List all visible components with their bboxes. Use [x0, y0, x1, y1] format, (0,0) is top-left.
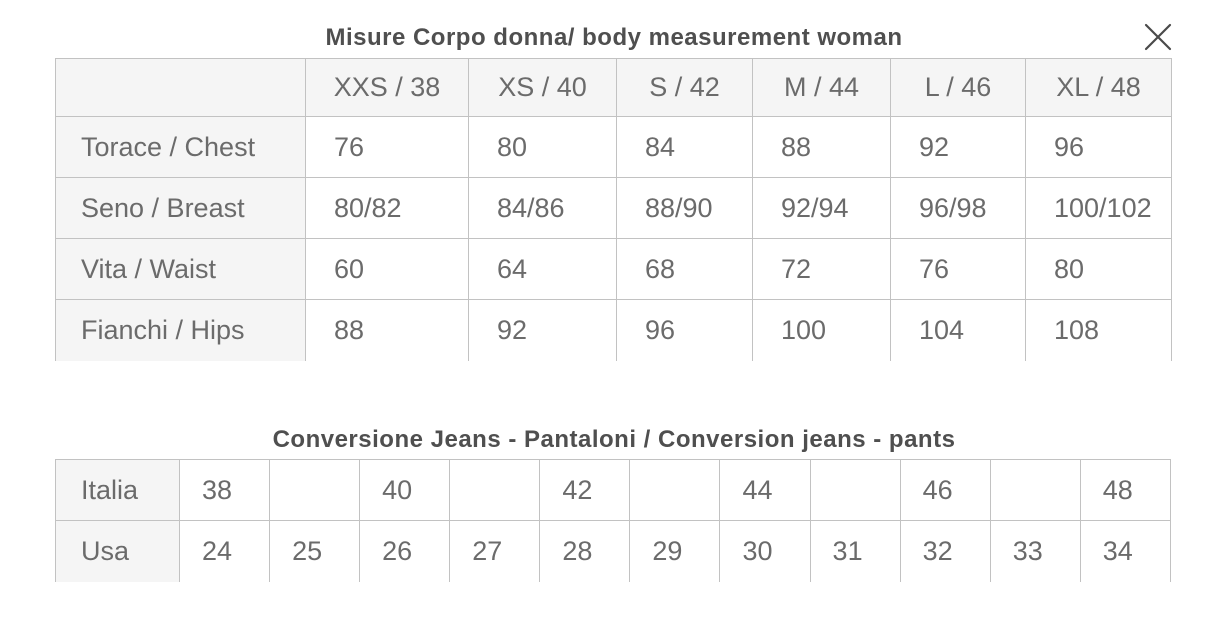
- value-cell: 96/98: [890, 177, 1026, 239]
- value-cell: 44: [719, 459, 811, 521]
- size-header-cell: M / 44: [752, 58, 891, 117]
- value-cell: 104: [890, 299, 1026, 361]
- value-cell: [629, 459, 721, 521]
- value-cell: 100: [752, 299, 891, 361]
- value-cell: 24: [178, 520, 271, 582]
- value-cell: 96: [616, 299, 753, 361]
- value-cell: [449, 459, 541, 521]
- value-cell: 26: [359, 520, 451, 582]
- size-header-cell: [55, 58, 306, 117]
- value-cell: [809, 459, 901, 521]
- value-cell: 33: [989, 520, 1081, 582]
- row-label-cell: Vita / Waist: [55, 238, 306, 300]
- value-cell: 80/82: [305, 177, 469, 239]
- jeans-conversion-title: Conversione Jeans - Pantaloni / Conversi…: [272, 426, 956, 453]
- table-row: Italia 38 40 42 44 46 48: [55, 459, 1172, 521]
- value-cell: 76: [305, 116, 469, 178]
- close-icon: [1144, 23, 1172, 51]
- value-cell: 28: [539, 520, 631, 582]
- value-cell: 84: [616, 116, 753, 178]
- table-row: Fianchi / Hips 88 92 96 100 104 108: [55, 299, 1172, 361]
- size-header-cell: L / 46: [890, 58, 1026, 117]
- value-cell: 30: [719, 520, 811, 582]
- row-label-cell: Italia: [55, 459, 180, 521]
- value-cell: 48: [1079, 459, 1172, 521]
- table-row: Usa 24 25 26 27 28 29 30 31 32 33 34: [55, 520, 1172, 582]
- value-cell: 42: [539, 459, 631, 521]
- value-cell: 88: [305, 299, 469, 361]
- row-label-cell: Usa: [55, 520, 180, 582]
- value-cell: 68: [616, 238, 753, 300]
- row-label-cell: Fianchi / Hips: [55, 299, 306, 361]
- value-cell: 80: [1025, 238, 1172, 300]
- value-cell: 32: [899, 520, 991, 582]
- value-cell: 27: [449, 520, 541, 582]
- table-row: Seno / Breast 80/82 84/86 88/90 92/94 96/98 10…: [55, 177, 1172, 239]
- value-cell: [269, 459, 361, 521]
- value-cell: 92/94: [752, 177, 891, 239]
- value-cell: 29: [629, 520, 721, 582]
- body-measurement-table: XXS / 38 XS / 40 S / 42 M / 44 L / 46 XL / 48…: [55, 58, 1172, 361]
- row-label-cell: Seno / Breast: [55, 177, 306, 239]
- value-cell: 25: [269, 520, 361, 582]
- value-cell: 40: [359, 459, 451, 521]
- body-measurement-title: Misure Corpo donna/ body measurement wom…: [325, 24, 903, 51]
- size-header-row: XXS / 38 XS / 40 S / 42 M / 44 L / 46 XL / 48: [55, 58, 1172, 117]
- value-cell: 92: [468, 299, 617, 361]
- size-header-cell: XXS / 38: [305, 58, 469, 117]
- value-cell: 34: [1079, 520, 1172, 582]
- table-row: Torace / Chest 76 80 84 88 92 96: [55, 116, 1172, 178]
- value-cell: 88/90: [616, 177, 753, 239]
- value-cell: 46: [899, 459, 991, 521]
- value-cell: 92: [890, 116, 1026, 178]
- value-cell: 100/102: [1025, 177, 1172, 239]
- value-cell: 84/86: [468, 177, 617, 239]
- close-button[interactable]: [1141, 20, 1175, 54]
- value-cell: 80: [468, 116, 617, 178]
- value-cell: 64: [468, 238, 617, 300]
- value-cell: 31: [809, 520, 901, 582]
- value-cell: 72: [752, 238, 891, 300]
- size-header-cell: S / 42: [616, 58, 753, 117]
- jeans-conversion-table: Italia 38 40 42 44 46 48 Usa 24 25 26 27 28 29 30 31 32 3…: [55, 459, 1172, 582]
- size-header-cell: XS / 40: [468, 58, 617, 117]
- table-row: Vita / Waist 60 64 68 72 76 80: [55, 238, 1172, 300]
- value-cell: 60: [305, 238, 469, 300]
- size-header-cell: XL / 48: [1025, 58, 1172, 117]
- value-cell: 76: [890, 238, 1026, 300]
- row-label-cell: Torace / Chest: [55, 116, 306, 178]
- value-cell: 88: [752, 116, 891, 178]
- value-cell: 38: [178, 459, 271, 521]
- value-cell: 96: [1025, 116, 1172, 178]
- value-cell: [989, 459, 1081, 521]
- value-cell: 108: [1025, 299, 1172, 361]
